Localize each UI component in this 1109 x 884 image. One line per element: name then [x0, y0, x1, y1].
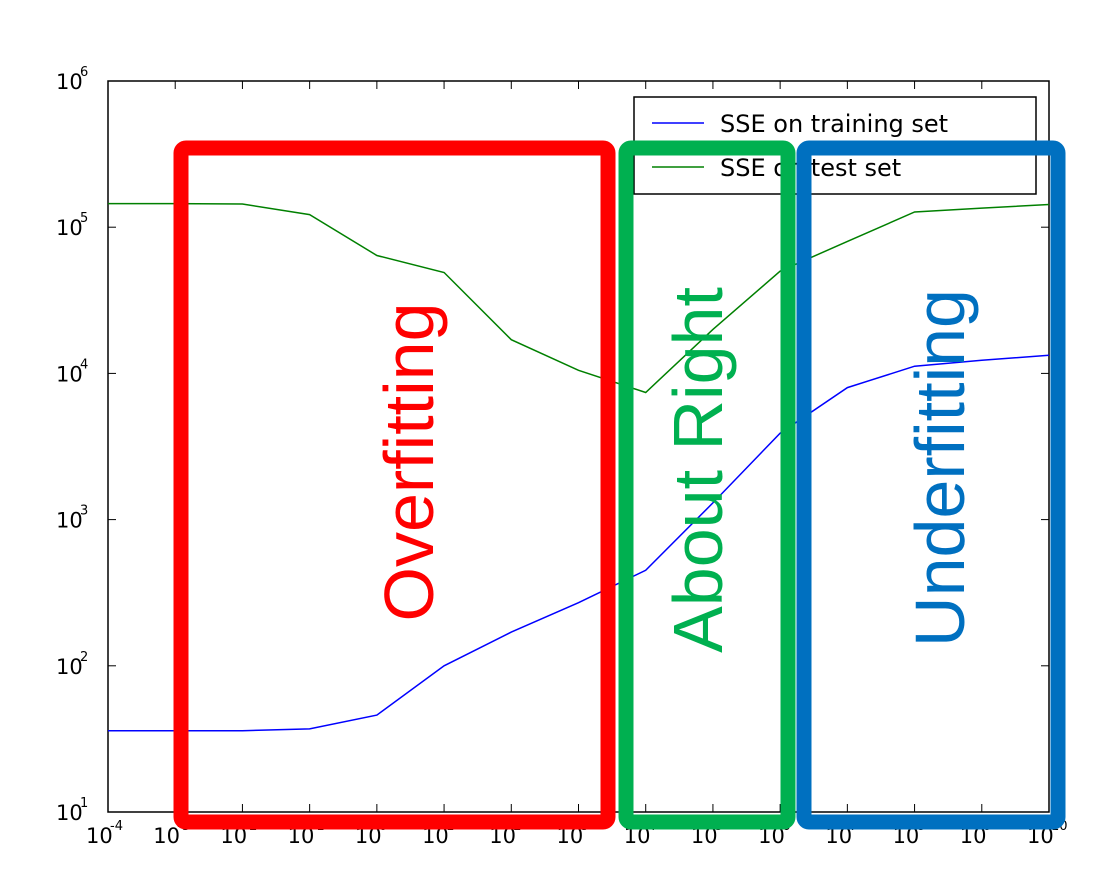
svg-text:10: 10 [56, 362, 83, 386]
svg-text:4: 4 [80, 357, 88, 372]
svg-text:5: 5 [80, 211, 88, 226]
y-tick-label: 103 [56, 504, 88, 533]
y-tick-label: 106 [56, 65, 88, 94]
y-tick-label: 104 [56, 357, 88, 386]
y-tick-label: 102 [56, 650, 88, 679]
svg-text:10: 10 [56, 70, 83, 94]
series-lines [108, 202, 1050, 732]
region-boxes [173, 140, 1066, 830]
underfitting-label: Underfitting [901, 289, 979, 647]
plot-frame [107, 80, 1050, 813]
svg-text:10: 10 [56, 509, 83, 533]
svg-text:10: 10 [153, 824, 180, 848]
svg-text:-4: -4 [110, 819, 123, 834]
y-tick-label: 105 [56, 211, 88, 240]
svg-text:10: 10 [86, 824, 113, 848]
series-line-test [108, 202, 1050, 394]
svg-text:10: 10 [56, 655, 83, 679]
series-line-training [108, 354, 1050, 732]
underfitting-box [796, 140, 1066, 830]
svg-text:6: 6 [80, 65, 88, 80]
y-tick-label: 101 [56, 796, 88, 825]
about-right-box [618, 140, 796, 830]
overfitting-box [173, 140, 616, 830]
svg-text:3: 3 [80, 504, 88, 519]
overfitting-label: Overfitting [370, 303, 448, 622]
svg-text:10: 10 [56, 216, 83, 240]
legend-label-training: SSE on training set [720, 110, 948, 138]
svg-text:10: 10 [56, 801, 83, 825]
svg-text:2: 2 [80, 650, 88, 665]
about-right-label: About Right [659, 287, 737, 653]
svg-text:1: 1 [80, 796, 88, 811]
x-tick-label: 10-4 [86, 819, 123, 848]
